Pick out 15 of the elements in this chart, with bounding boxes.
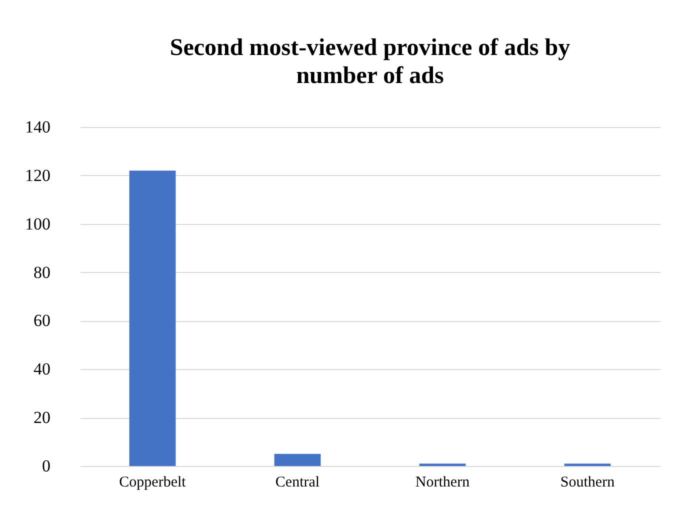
y-tick-label: 80	[34, 262, 50, 282]
y-tick-label: 120	[25, 166, 50, 185]
y-tick-label: 40	[34, 360, 50, 379]
x-tick-label: Central	[275, 474, 320, 490]
x-tick-label: Copperbelt	[119, 474, 187, 490]
y-tick-label: 140	[25, 118, 50, 136]
x-tick-label: Southern	[560, 474, 616, 490]
y-tick-label: 0	[42, 456, 50, 476]
y-tick-label: 20	[34, 408, 50, 428]
bar	[129, 170, 176, 466]
chart-title: Second most-viewed province of ads by number of ads	[170, 35, 570, 89]
y-tick-label: 60	[34, 311, 50, 330]
x-tick-label: Northern	[415, 474, 470, 490]
y-tick-label: 100	[25, 214, 50, 234]
bar	[274, 454, 321, 466]
